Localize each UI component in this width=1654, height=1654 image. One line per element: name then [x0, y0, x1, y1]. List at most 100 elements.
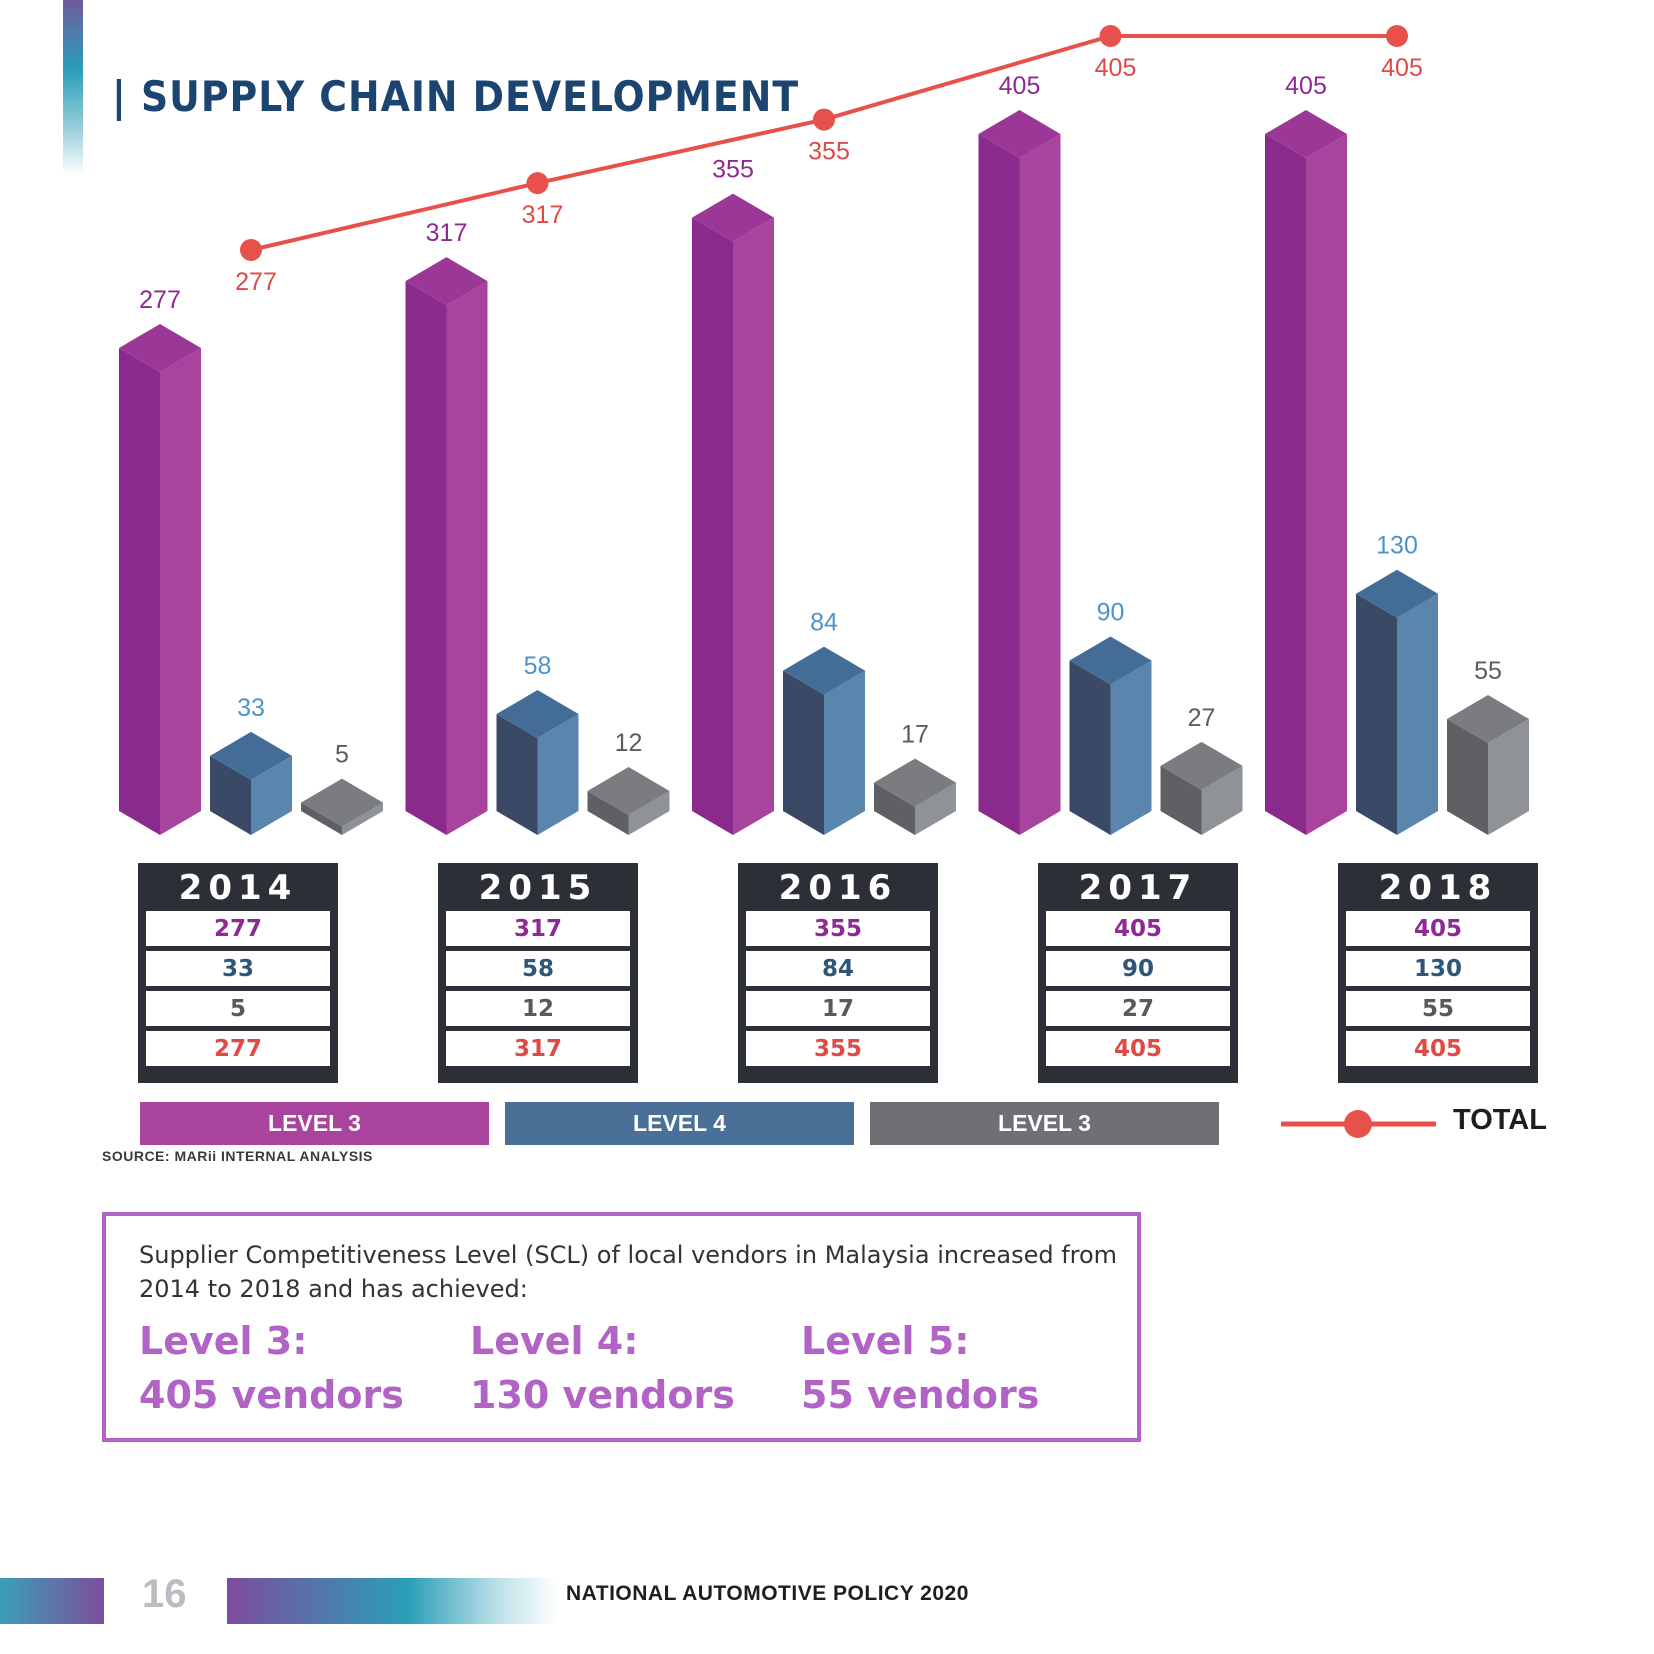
bar-value-label: 405: [1285, 72, 1327, 100]
level5-value: 12: [446, 991, 630, 1026]
total-point-2015: [526, 172, 549, 195]
bar-2018-level3: [1265, 110, 1347, 835]
total-line-icon: [1281, 1110, 1436, 1138]
year-label: 2015: [478, 868, 598, 908]
bar-2015-level4: [496, 690, 579, 835]
legend-level3: LEVEL 3: [140, 1102, 489, 1145]
bar-2014-level3: [119, 323, 201, 835]
bar-top-face: [210, 731, 292, 780]
bar-right-face: [1110, 660, 1152, 835]
bar-right-face: [1201, 765, 1243, 835]
level5-value: 27: [1046, 991, 1230, 1026]
total-value: 355: [746, 1031, 930, 1066]
year-label: 2014: [178, 868, 298, 908]
bar-top-face: [1160, 741, 1243, 790]
year-label: 2017: [1078, 868, 1198, 908]
total-value-label: 405: [1095, 54, 1137, 82]
bar-2018-level5: [1447, 695, 1529, 835]
total-value-label: 355: [808, 138, 850, 166]
bar-2015-level5: [587, 766, 670, 835]
bar-left-face: [1069, 660, 1111, 835]
bar-left-face: [587, 790, 629, 835]
bar-value-label: 27: [1188, 704, 1216, 732]
bar-top-face: [1356, 569, 1438, 618]
bar-2017-level3: [978, 110, 1061, 835]
level4-value: 58: [446, 951, 630, 986]
bar-top-face: [1447, 695, 1529, 744]
level5-value: 55: [1346, 991, 1530, 1026]
bar-value-label: 355: [712, 156, 754, 184]
legend-total: TOTAL: [1281, 1100, 1547, 1148]
year-table-2017: 2017 405 90 27 405: [1038, 863, 1238, 1083]
bar-right-face: [1397, 593, 1438, 835]
bar-2017-level5: [1160, 741, 1243, 835]
bar-value-label: 55: [1474, 657, 1502, 685]
stat-level: Level 4:: [470, 1319, 639, 1363]
bar-left-face: [301, 802, 342, 835]
total-point-2014: [240, 238, 262, 261]
level3-value: 355: [746, 911, 930, 946]
level3-value: 405: [1346, 911, 1530, 946]
bar-left-face: [1160, 765, 1202, 835]
bar-right-face: [160, 347, 201, 835]
total-point-2016: [813, 108, 835, 131]
bar-2015-level3: [405, 257, 488, 836]
bar-left-face: [978, 134, 1020, 835]
bar-left-face: [1447, 719, 1488, 835]
bar-value-label: 5: [335, 741, 349, 769]
page-title: | SUPPLY CHAIN DEVELOPMENT: [112, 72, 800, 121]
bar-value-label: 317: [426, 219, 468, 247]
bar-right-face: [537, 714, 579, 835]
bar-value-label: 90: [1097, 599, 1125, 627]
total-value: 317: [446, 1031, 630, 1066]
total-value-label: 405: [1381, 54, 1423, 82]
side-accent-bar: [63, 0, 83, 175]
bar-top-face: [978, 110, 1061, 158]
total-value: 405: [1346, 1031, 1530, 1066]
bar-value-label: 130: [1376, 532, 1418, 560]
bar-right-face: [824, 670, 865, 835]
year-table-2018: 2018 405 130 55 405: [1338, 863, 1538, 1083]
stat-level4: Level 4: 130 vendors: [470, 1314, 790, 1422]
page-number: 16: [142, 1572, 187, 1616]
bar-value-label: 12: [615, 729, 643, 757]
bar-left-face: [692, 217, 733, 835]
bar-top-face: [1069, 636, 1152, 685]
level5-value: 5: [146, 991, 330, 1026]
bar-left-face: [1356, 593, 1397, 835]
bar-left-face: [496, 714, 538, 835]
publication-title: NATIONAL AUTOMOTIVE POLICY 2020: [566, 1582, 969, 1605]
bar-top-face: [301, 778, 383, 827]
bar-left-face: [874, 782, 915, 835]
level4-value: 84: [746, 951, 930, 986]
level3-value: 317: [446, 911, 630, 946]
year-table-2015: 2015 317 58 12 317: [438, 863, 638, 1083]
level5-value: 17: [746, 991, 930, 1026]
bar-right-face: [342, 802, 383, 835]
bar-value-label: 58: [524, 652, 552, 680]
bar-top-face: [119, 323, 201, 372]
bar-2016-level3: [692, 193, 774, 835]
year-label: 2016: [778, 868, 898, 908]
year-table-2014: 2014 277 33 5 277: [138, 863, 338, 1083]
footer-accent-left: [0, 1578, 104, 1624]
year-table-2016: 2016 355 84 17 355: [738, 863, 938, 1083]
level4-value: 130: [1346, 951, 1530, 986]
year-label: 2018: [1378, 868, 1498, 908]
bar-value-label: 84: [810, 609, 838, 637]
legend-level4: LEVEL 4: [505, 1102, 854, 1145]
bar-top-face: [587, 766, 670, 815]
legend-level5: LEVEL 3: [870, 1102, 1219, 1145]
bar-2017-level4: [1069, 636, 1152, 835]
bar-top-face: [874, 758, 956, 807]
bar-top-face: [1265, 110, 1347, 158]
bar-top-face: [405, 257, 488, 306]
bar-top-face: [783, 646, 865, 695]
bar-right-face: [1306, 134, 1347, 835]
bar-right-face: [251, 755, 292, 835]
bar-top-face: [692, 193, 774, 242]
bar-left-face: [1265, 134, 1306, 835]
total-point-2017: [1099, 25, 1122, 47]
bar-2018-level4: [1356, 569, 1438, 835]
